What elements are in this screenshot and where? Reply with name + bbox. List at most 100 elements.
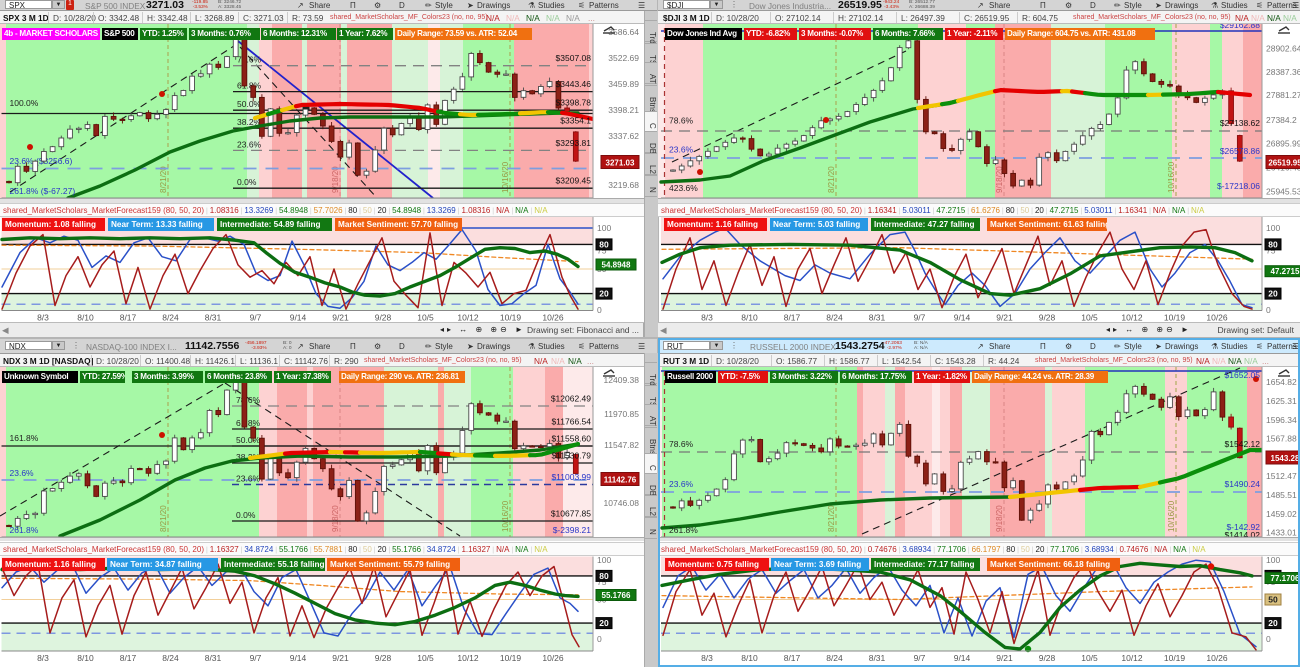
- svg-text:9/21: 9/21: [996, 313, 1013, 323]
- svg-text:$-142.92: $-142.92: [1226, 522, 1260, 532]
- svg-text:$1652.05: $1652.05: [1225, 370, 1261, 380]
- svg-text:$11766.54: $11766.54: [551, 417, 591, 427]
- svg-text:0: 0: [1266, 305, 1271, 315]
- svg-text:1512.47: 1512.47: [1266, 471, 1297, 481]
- svg-text:1596.34: 1596.34: [1266, 415, 1297, 425]
- svg-text:0: 0: [597, 634, 602, 644]
- svg-text:8/21/20: 8/21/20: [827, 166, 836, 193]
- svg-text:161.8%: 161.8%: [10, 433, 39, 443]
- svg-text:10/5: 10/5: [1081, 653, 1098, 663]
- svg-text:10/5: 10/5: [1081, 313, 1098, 323]
- svg-text:261.8% ($-67.27): 261.8% ($-67.27): [10, 186, 76, 196]
- svg-text:26895.99: 26895.99: [1266, 138, 1300, 148]
- svg-text:10746.08: 10746.08: [604, 498, 640, 508]
- svg-text:1654.82: 1654.82: [1266, 377, 1297, 387]
- svg-text:261.8%: 261.8%: [669, 525, 698, 535]
- svg-text:9/28: 9/28: [375, 653, 392, 663]
- svg-text:78.6%: 78.6%: [237, 55, 262, 65]
- svg-text:50.0%: 50.0%: [236, 435, 261, 445]
- svg-text:20: 20: [1268, 289, 1278, 299]
- svg-text:$26578.86: $26578.86: [1220, 146, 1260, 156]
- svg-text:9/7: 9/7: [250, 313, 262, 323]
- svg-text:27881.27: 27881.27: [1266, 90, 1300, 100]
- svg-text:20: 20: [599, 289, 609, 299]
- svg-text:8/3: 8/3: [37, 653, 49, 663]
- svg-text:10/12: 10/12: [1121, 313, 1143, 323]
- svg-text:8/31: 8/31: [205, 313, 222, 323]
- svg-text:9/28: 9/28: [1039, 653, 1056, 663]
- svg-text:25945.53: 25945.53: [1266, 186, 1300, 196]
- svg-text:80: 80: [1268, 239, 1278, 249]
- svg-text:10/12: 10/12: [1121, 653, 1143, 663]
- svg-text:23.6%: 23.6%: [236, 474, 261, 484]
- svg-text:9/14: 9/14: [290, 313, 307, 323]
- svg-text:10/16/20: 10/16/20: [1167, 500, 1176, 532]
- svg-text:$3293.81: $3293.81: [556, 138, 592, 148]
- svg-text:100: 100: [597, 223, 611, 233]
- svg-text:9/28: 9/28: [375, 313, 392, 323]
- svg-text:8/24: 8/24: [826, 313, 843, 323]
- svg-text:9/18/20: 9/18/20: [331, 166, 340, 193]
- svg-text:$29162.88: $29162.88: [1220, 20, 1260, 30]
- svg-text:26519.95: 26519.95: [1268, 159, 1300, 168]
- svg-text:9/14: 9/14: [290, 653, 307, 663]
- svg-text:23.6%: 23.6%: [669, 145, 694, 155]
- svg-text:100: 100: [1266, 223, 1280, 233]
- svg-text:1485.51: 1485.51: [1266, 490, 1297, 500]
- svg-text:8/3: 8/3: [701, 313, 713, 323]
- svg-text:9/18/20: 9/18/20: [331, 505, 340, 532]
- svg-text:3459.89: 3459.89: [608, 79, 639, 89]
- svg-text:78.6%: 78.6%: [669, 116, 694, 126]
- svg-text:10/16/20: 10/16/20: [1167, 161, 1176, 193]
- svg-text:3219.68: 3219.68: [608, 180, 639, 190]
- svg-text:47.2715: 47.2715: [1271, 267, 1300, 276]
- svg-text:12409.38: 12409.38: [604, 375, 640, 385]
- svg-text:8/24: 8/24: [826, 653, 843, 663]
- svg-text:50.0%: 50.0%: [237, 99, 262, 109]
- svg-text:0.0%: 0.0%: [236, 510, 256, 520]
- svg-text:$1414.02: $1414.02: [1225, 530, 1261, 540]
- svg-text:75: 75: [1266, 246, 1276, 256]
- svg-text:8/31: 8/31: [869, 313, 886, 323]
- svg-text:8/3: 8/3: [37, 313, 49, 323]
- svg-text:$3398.78: $3398.78: [556, 98, 592, 108]
- svg-text:10/26: 10/26: [542, 313, 564, 323]
- svg-text:10/12: 10/12: [457, 653, 479, 663]
- svg-text:261.8%: 261.8%: [10, 525, 39, 535]
- svg-text:8/17: 8/17: [784, 313, 801, 323]
- svg-text:$-2398.21: $-2398.21: [553, 525, 592, 535]
- svg-text:8/31: 8/31: [205, 653, 222, 663]
- svg-text:1567.88: 1567.88: [1266, 434, 1297, 444]
- svg-text:$12062.49: $12062.49: [551, 394, 591, 404]
- svg-text:3522.69: 3522.69: [608, 53, 639, 63]
- svg-text:1459.02: 1459.02: [1266, 509, 1297, 519]
- svg-text:10/5: 10/5: [417, 313, 434, 323]
- svg-text:0: 0: [597, 305, 602, 315]
- svg-text:9/28: 9/28: [1039, 313, 1056, 323]
- svg-text:8/3: 8/3: [701, 653, 713, 663]
- svg-text:8/21/20: 8/21/20: [159, 166, 168, 193]
- svg-text:9/7: 9/7: [250, 653, 262, 663]
- svg-text:77.1706: 77.1706: [1271, 574, 1300, 583]
- svg-text:9/21: 9/21: [332, 653, 349, 663]
- svg-text:423.6%: 423.6%: [669, 183, 698, 193]
- svg-text:$11530.79: $11530.79: [551, 451, 591, 461]
- svg-text:10/19: 10/19: [500, 653, 522, 663]
- svg-text:27384.2: 27384.2: [1266, 115, 1297, 125]
- svg-text:$11558.60: $11558.60: [551, 434, 591, 444]
- svg-text:8/17: 8/17: [120, 313, 137, 323]
- svg-text:11142.76: 11142.76: [604, 476, 637, 485]
- svg-text:$3354.1: $3354.1: [560, 116, 591, 126]
- svg-text:9/7: 9/7: [914, 313, 926, 323]
- svg-text:$3507.08: $3507.08: [556, 53, 592, 63]
- svg-text:8/21/20: 8/21/20: [827, 505, 836, 532]
- svg-text:8/10: 8/10: [741, 653, 758, 663]
- svg-text:3271.03: 3271.03: [606, 159, 635, 168]
- svg-text:10/12: 10/12: [457, 313, 479, 323]
- svg-text:10/26: 10/26: [1206, 313, 1228, 323]
- svg-text:20: 20: [599, 618, 609, 628]
- svg-text:8/17: 8/17: [784, 653, 801, 663]
- svg-text:8/21/20: 8/21/20: [159, 505, 168, 532]
- svg-text:0: 0: [1266, 634, 1271, 644]
- svg-text:11547.82: 11547.82: [604, 440, 639, 450]
